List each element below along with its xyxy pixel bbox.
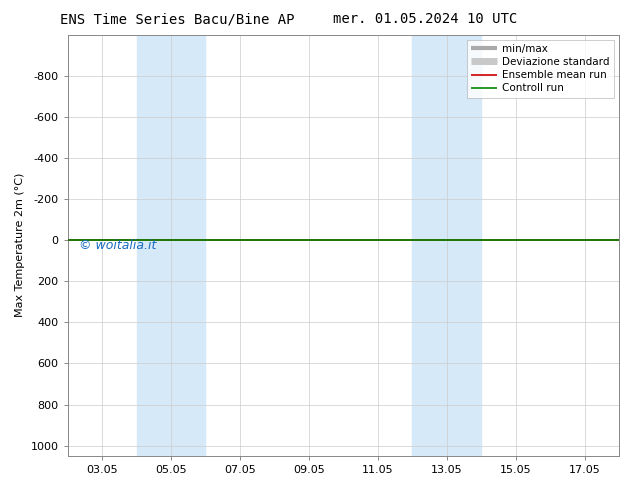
Bar bbox=[136, 35, 205, 456]
Text: ENS Time Series Bacu/Bine AP: ENS Time Series Bacu/Bine AP bbox=[60, 12, 295, 26]
Y-axis label: Max Temperature 2m (°C): Max Temperature 2m (°C) bbox=[15, 173, 25, 318]
Legend: min/max, Deviazione standard, Ensemble mean run, Controll run: min/max, Deviazione standard, Ensemble m… bbox=[467, 40, 614, 98]
Bar bbox=[412, 35, 481, 456]
Text: mer. 01.05.2024 10 UTC: mer. 01.05.2024 10 UTC bbox=[333, 12, 517, 26]
Text: © woitalia.it: © woitalia.it bbox=[79, 239, 156, 252]
